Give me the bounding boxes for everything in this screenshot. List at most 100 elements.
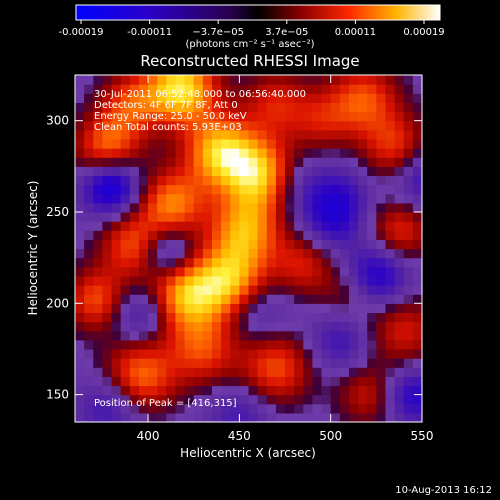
heatmap-cell bbox=[348, 348, 359, 359]
heatmap-cell bbox=[138, 111, 149, 122]
heatmap-cell bbox=[294, 175, 304, 186]
heatmap-cell bbox=[129, 157, 140, 167]
heatmap-cell bbox=[211, 275, 222, 286]
heatmap-cell bbox=[367, 102, 377, 113]
heatmap-cell bbox=[266, 266, 277, 277]
heatmap-cell bbox=[202, 230, 213, 240]
heatmap-cell bbox=[230, 138, 240, 149]
heatmap-cell bbox=[138, 230, 149, 240]
heatmap-cell bbox=[239, 248, 250, 259]
heatmap-cell bbox=[230, 385, 240, 396]
heatmap-cell bbox=[193, 303, 204, 314]
heatmap-cell bbox=[330, 412, 341, 423]
heatmap-cell bbox=[330, 202, 341, 213]
heatmap-cell bbox=[330, 330, 341, 341]
heatmap-cell bbox=[303, 211, 314, 222]
heatmap-cell bbox=[211, 175, 222, 186]
heatmap-cell bbox=[129, 403, 140, 414]
heatmap-cell bbox=[321, 75, 332, 85]
heatmap-cell bbox=[148, 412, 158, 423]
heatmap-cell bbox=[175, 84, 186, 94]
heatmap-cell bbox=[84, 138, 94, 149]
heatmap-cell bbox=[239, 193, 250, 204]
heatmap-cell bbox=[211, 230, 222, 240]
heatmap-cell bbox=[248, 84, 259, 94]
heatmap-cell bbox=[303, 239, 314, 250]
heatmap-cell bbox=[303, 84, 314, 94]
heatmap-cell bbox=[175, 394, 186, 405]
heatmap-cell bbox=[175, 102, 186, 113]
heatmap-cell bbox=[175, 248, 186, 259]
heatmap-cell bbox=[230, 330, 240, 341]
heatmap-cell bbox=[339, 330, 350, 341]
heatmap-cell bbox=[358, 111, 368, 122]
heatmap-cell bbox=[184, 111, 195, 122]
heatmap-cell bbox=[75, 412, 85, 423]
heatmap-cell bbox=[166, 129, 177, 140]
heatmap-cell bbox=[230, 358, 240, 368]
heatmap-cell bbox=[321, 403, 332, 414]
heatmap-cell bbox=[111, 93, 122, 103]
heatmap-cell bbox=[248, 412, 259, 423]
heatmap-cell bbox=[412, 211, 423, 222]
heatmap-cell bbox=[394, 339, 405, 350]
heatmap-cell bbox=[312, 321, 323, 332]
heatmap-cell bbox=[348, 339, 359, 350]
heatmap-cell bbox=[294, 348, 304, 359]
heatmap-cell bbox=[285, 412, 295, 423]
heatmap-cell bbox=[175, 129, 186, 140]
heatmap-cell bbox=[394, 202, 405, 213]
heatmap-cell bbox=[321, 239, 332, 250]
heatmap-cell bbox=[138, 102, 149, 113]
heatmap-cell bbox=[230, 257, 240, 268]
heatmap-cell bbox=[93, 157, 103, 167]
heatmap-cell bbox=[166, 394, 177, 405]
heatmap-cell bbox=[129, 93, 140, 103]
heatmap-cell bbox=[175, 358, 186, 368]
heatmap-cell bbox=[93, 376, 103, 387]
heatmap-cell bbox=[376, 202, 387, 213]
heatmap-cell bbox=[403, 394, 414, 405]
heatmap-cell bbox=[230, 93, 240, 103]
heatmap-cell bbox=[175, 294, 186, 304]
heatmap-cell bbox=[303, 376, 314, 387]
heatmap-cell bbox=[294, 239, 304, 250]
heatmap-cell bbox=[285, 202, 295, 213]
heatmap-cell bbox=[193, 285, 204, 295]
heatmap-cell bbox=[275, 221, 286, 231]
heatmap-cell bbox=[221, 367, 231, 377]
heatmap-cell bbox=[358, 75, 368, 85]
colorbar-tick-label: −3.7e−05 bbox=[192, 27, 244, 38]
heatmap-cell bbox=[93, 111, 103, 122]
heatmap-cell bbox=[102, 157, 113, 167]
heatmap-cell bbox=[321, 248, 332, 259]
heatmap-cell bbox=[385, 93, 396, 103]
heatmap-cell bbox=[157, 157, 167, 167]
heatmap-cell bbox=[266, 248, 277, 259]
heatmap-cell bbox=[394, 175, 405, 186]
heatmap-cell bbox=[75, 84, 85, 94]
heatmap-cell bbox=[330, 120, 341, 131]
heatmap-cell bbox=[330, 193, 341, 204]
heatmap-cell bbox=[312, 294, 323, 304]
colorbar-tick-label: 0.00011 bbox=[335, 27, 376, 38]
heatmap-cell bbox=[138, 166, 149, 177]
heatmap-cell bbox=[294, 148, 304, 158]
heatmap-cell bbox=[321, 385, 332, 396]
heatmap-cell bbox=[75, 230, 85, 240]
heatmap-cell bbox=[211, 148, 222, 158]
heatmap-cell bbox=[321, 321, 332, 332]
heatmap-cell bbox=[266, 303, 277, 314]
heatmap-cell bbox=[138, 248, 149, 259]
heatmap-cell bbox=[84, 403, 94, 414]
heatmap-cell bbox=[312, 193, 323, 204]
heatmap-cell bbox=[120, 166, 131, 177]
heatmap-cell bbox=[412, 157, 423, 167]
heatmap-cell bbox=[184, 148, 195, 158]
heatmap-cell bbox=[93, 230, 103, 240]
heatmap-cell bbox=[230, 75, 240, 85]
heatmap-cell bbox=[248, 285, 259, 295]
heatmap-cell bbox=[193, 129, 204, 140]
heatmap-cell bbox=[221, 111, 231, 122]
heatmap-cell bbox=[330, 358, 341, 368]
